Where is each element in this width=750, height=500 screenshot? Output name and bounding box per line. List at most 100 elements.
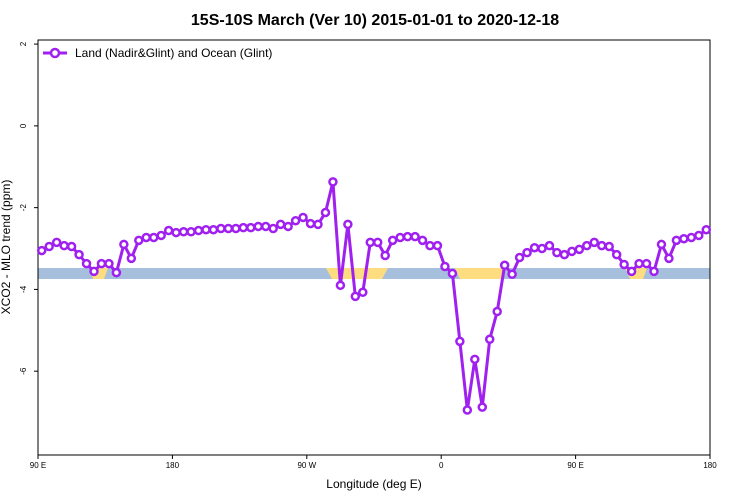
data-point — [126, 253, 137, 264]
data-point — [372, 237, 383, 248]
y-tick-label: 2 — [19, 41, 28, 46]
data-point — [193, 225, 204, 236]
data-point — [66, 241, 77, 252]
data-point — [365, 237, 376, 248]
data-point — [74, 249, 84, 260]
y-tick-label: 0 — [19, 123, 28, 128]
data-point — [492, 306, 502, 317]
data-point — [201, 224, 211, 235]
data-point — [529, 242, 540, 253]
data-point — [208, 224, 219, 235]
data-point — [216, 223, 226, 234]
data-point — [335, 280, 346, 291]
land-band — [326, 268, 388, 279]
data-point — [305, 218, 316, 229]
data-point — [410, 231, 420, 242]
data-point — [119, 239, 129, 250]
data-point — [574, 244, 585, 255]
data-point — [552, 247, 562, 258]
data-point — [596, 240, 607, 251]
y-tick-label: -2 — [19, 204, 28, 212]
data-point — [59, 240, 69, 251]
legend-label: Land (Nadir&Glint) and Ocean (Glint) — [75, 46, 272, 60]
y-tick-label: -6 — [19, 367, 28, 375]
data-point — [567, 246, 577, 257]
series-line — [41, 180, 708, 412]
data-point — [51, 237, 62, 248]
data-point — [604, 241, 614, 252]
data-point — [537, 243, 547, 254]
legend-marker — [49, 47, 61, 59]
data-point — [290, 215, 301, 226]
data-point — [671, 235, 682, 246]
data-point — [171, 227, 181, 238]
data-point — [611, 249, 622, 260]
data-point — [641, 258, 652, 269]
data-point — [387, 235, 398, 246]
data-point — [455, 336, 465, 347]
data-point — [656, 239, 667, 250]
data-point — [141, 232, 152, 243]
data-point — [178, 227, 189, 237]
data-point — [81, 258, 92, 269]
data-point — [694, 230, 704, 241]
data-point — [701, 224, 712, 235]
data-point — [268, 223, 278, 234]
data-point — [320, 207, 331, 218]
data-point — [477, 402, 488, 412]
data-point — [649, 266, 659, 277]
data-point — [96, 258, 107, 269]
data-point — [432, 240, 443, 251]
data-point — [589, 237, 600, 248]
data-point — [402, 231, 413, 242]
data-point — [44, 241, 54, 252]
data-point — [328, 177, 338, 187]
data-point — [395, 232, 405, 243]
data-point — [380, 250, 390, 261]
data-point — [253, 221, 264, 232]
data-point — [238, 222, 249, 233]
data-point — [111, 267, 122, 278]
chart-title: 15S-10S March (Ver 10) 2015-01-01 to 202… — [191, 12, 559, 29]
data-point — [499, 260, 510, 271]
data-point — [440, 261, 450, 272]
data-point — [89, 266, 99, 277]
x-tick-label: 90 E — [567, 461, 583, 470]
y-tick-label: -4 — [19, 285, 28, 293]
data-point — [417, 235, 428, 246]
data-point — [470, 354, 480, 365]
data-point — [350, 291, 361, 302]
data-point — [462, 405, 473, 415]
data-point — [275, 219, 286, 230]
data-point — [298, 212, 308, 223]
data-point — [36, 245, 47, 256]
land-band — [455, 268, 505, 279]
data-point — [559, 249, 570, 260]
data-point — [634, 258, 644, 269]
x-tick-label: 0 — [439, 461, 444, 470]
data-point — [507, 269, 517, 280]
data-point — [260, 221, 271, 232]
data-point — [186, 227, 196, 237]
data-point — [163, 225, 174, 236]
x-tick-label: 180 — [166, 461, 180, 470]
data-point — [313, 219, 323, 230]
plot-frame — [37, 39, 711, 456]
data-point — [447, 268, 458, 279]
data-point — [514, 252, 525, 263]
x-tick-label: 90 W — [297, 461, 316, 470]
data-point — [148, 232, 159, 243]
data-point — [425, 240, 435, 251]
data-point — [134, 235, 144, 246]
data-point — [343, 219, 353, 230]
x-tick-label: 90 E — [30, 461, 46, 470]
x-axis-label: Longitude (deg E) — [326, 477, 421, 491]
surface-band — [38, 268, 710, 279]
data-point — [231, 223, 241, 234]
data-point — [679, 233, 689, 244]
data-point — [626, 266, 637, 277]
data-point — [246, 222, 256, 233]
data-point — [664, 253, 674, 264]
data-point — [484, 334, 495, 345]
